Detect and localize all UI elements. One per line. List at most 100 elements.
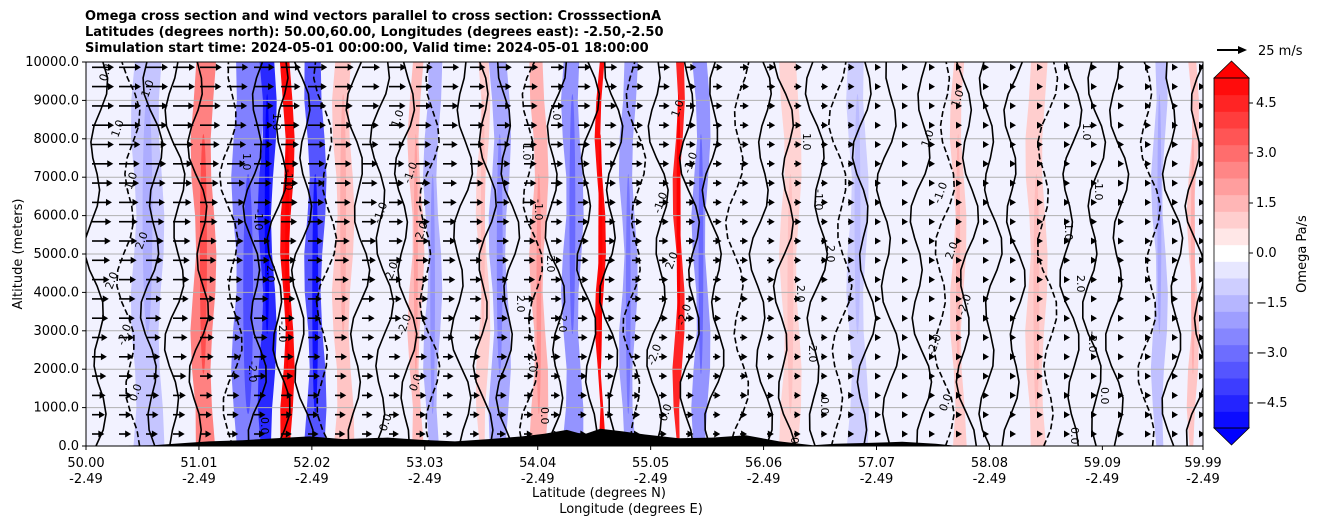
wind-vector xyxy=(875,353,881,361)
wind-vector xyxy=(794,411,801,419)
wind-vector xyxy=(551,198,563,206)
wind-vector xyxy=(416,391,427,399)
wind-vector xyxy=(389,276,403,284)
wind-vector-head xyxy=(583,198,590,206)
wind-vector-head xyxy=(742,160,749,168)
wind-vector xyxy=(443,121,459,129)
contour-line xyxy=(978,62,1003,446)
wind-vector-head xyxy=(1091,63,1097,71)
wind-vector xyxy=(1199,430,1203,438)
x-tick-label-latitude: 59.09 xyxy=(1084,456,1121,471)
wind-vector-head xyxy=(261,334,268,341)
wind-vector-head xyxy=(446,411,453,419)
wind-vector xyxy=(92,256,111,264)
wind-vector xyxy=(1172,121,1178,129)
wind-vector xyxy=(362,179,378,187)
wind-vector xyxy=(1118,179,1124,187)
wind-vector-head xyxy=(983,141,989,148)
wind-vector xyxy=(632,314,642,322)
wind-vector-head xyxy=(500,430,507,438)
wind-vector xyxy=(173,121,194,129)
contour-label: 0.0 xyxy=(788,437,801,455)
wind-vector xyxy=(146,295,163,303)
wind-vector-head xyxy=(314,334,321,341)
wind-vector-head xyxy=(687,430,694,438)
wind-vector-head xyxy=(374,63,381,71)
wind-vector-head xyxy=(100,353,107,361)
wind-vector xyxy=(92,121,114,129)
wind-vector-head xyxy=(528,295,535,303)
wind-vector-head xyxy=(286,411,293,419)
wind-vector-head xyxy=(1199,198,1203,206)
wind-vector xyxy=(848,83,855,91)
wind-vector-head xyxy=(394,372,401,380)
wind-vector-head xyxy=(1172,334,1178,341)
wind-vector-head xyxy=(875,391,881,399)
wind-vector-head xyxy=(1199,276,1203,284)
wind-vector xyxy=(1037,276,1043,284)
wind-vector xyxy=(740,179,749,187)
wind-vector xyxy=(146,430,158,438)
wind-vector-head xyxy=(205,430,212,438)
contour-label: 1.0 xyxy=(919,128,937,149)
wind-vector-head xyxy=(556,198,563,206)
wind-vector xyxy=(119,237,138,245)
wind-vector-head xyxy=(1199,179,1203,187)
wind-vector xyxy=(362,237,377,245)
wind-vector xyxy=(902,372,908,380)
wind-vector xyxy=(821,83,829,91)
wind-vector-head xyxy=(875,63,881,71)
wind-vector xyxy=(686,141,696,148)
gridlines xyxy=(86,61,1203,447)
wind-vector-head xyxy=(1037,411,1043,419)
contour-label: 1.0 xyxy=(139,78,157,99)
wind-vector-head xyxy=(1199,411,1203,419)
wind-vector xyxy=(821,276,828,284)
wind-vector-head xyxy=(210,256,217,264)
wind-vector-head xyxy=(822,102,829,110)
wind-vector-head xyxy=(848,198,855,206)
wind-vector-head xyxy=(556,179,563,187)
wind-vector xyxy=(632,198,643,206)
wind-vector xyxy=(875,411,881,419)
wind-vector xyxy=(956,372,962,380)
wind-vector-head xyxy=(848,430,855,438)
wind-vector xyxy=(416,160,431,168)
wind-vector xyxy=(551,218,563,226)
wind-vector-head xyxy=(689,121,696,129)
wind-vector xyxy=(308,430,319,438)
wind-vector-head xyxy=(1010,353,1016,361)
wind-vector-head xyxy=(609,179,616,187)
wind-vector xyxy=(605,102,617,110)
wind-vector xyxy=(146,256,164,264)
wind-vector-head xyxy=(795,83,802,91)
wind-vector xyxy=(1118,430,1124,438)
wind-vector-head xyxy=(313,372,320,380)
wind-vector xyxy=(416,430,426,438)
wind-vector-head xyxy=(581,372,588,380)
omega-band-core xyxy=(854,94,861,334)
wind-vector xyxy=(1118,314,1124,322)
wind-vector-head xyxy=(635,237,642,245)
contour-line xyxy=(646,62,669,446)
contour-line xyxy=(576,62,601,446)
wind-vector xyxy=(983,179,989,187)
wind-vector xyxy=(470,334,481,341)
wind-vector xyxy=(956,179,962,187)
wind-vector-head xyxy=(743,63,750,71)
wind-vector-head xyxy=(1118,218,1124,226)
wind-vector-head xyxy=(102,295,109,303)
wind-vector xyxy=(767,141,776,148)
wind-vector-head xyxy=(189,63,195,71)
wind-vector xyxy=(956,141,962,148)
wind-vector xyxy=(146,353,161,361)
wind-vector xyxy=(632,63,644,71)
wind-vector-head xyxy=(848,353,855,361)
wind-vector xyxy=(470,218,483,226)
wind-vector xyxy=(821,121,829,129)
colorbar-segment xyxy=(1214,211,1249,229)
wind-vector-head xyxy=(294,63,301,71)
wind-vector xyxy=(1172,353,1178,361)
wind-vector-head xyxy=(1172,160,1178,168)
wind-vector-head xyxy=(1010,256,1016,264)
